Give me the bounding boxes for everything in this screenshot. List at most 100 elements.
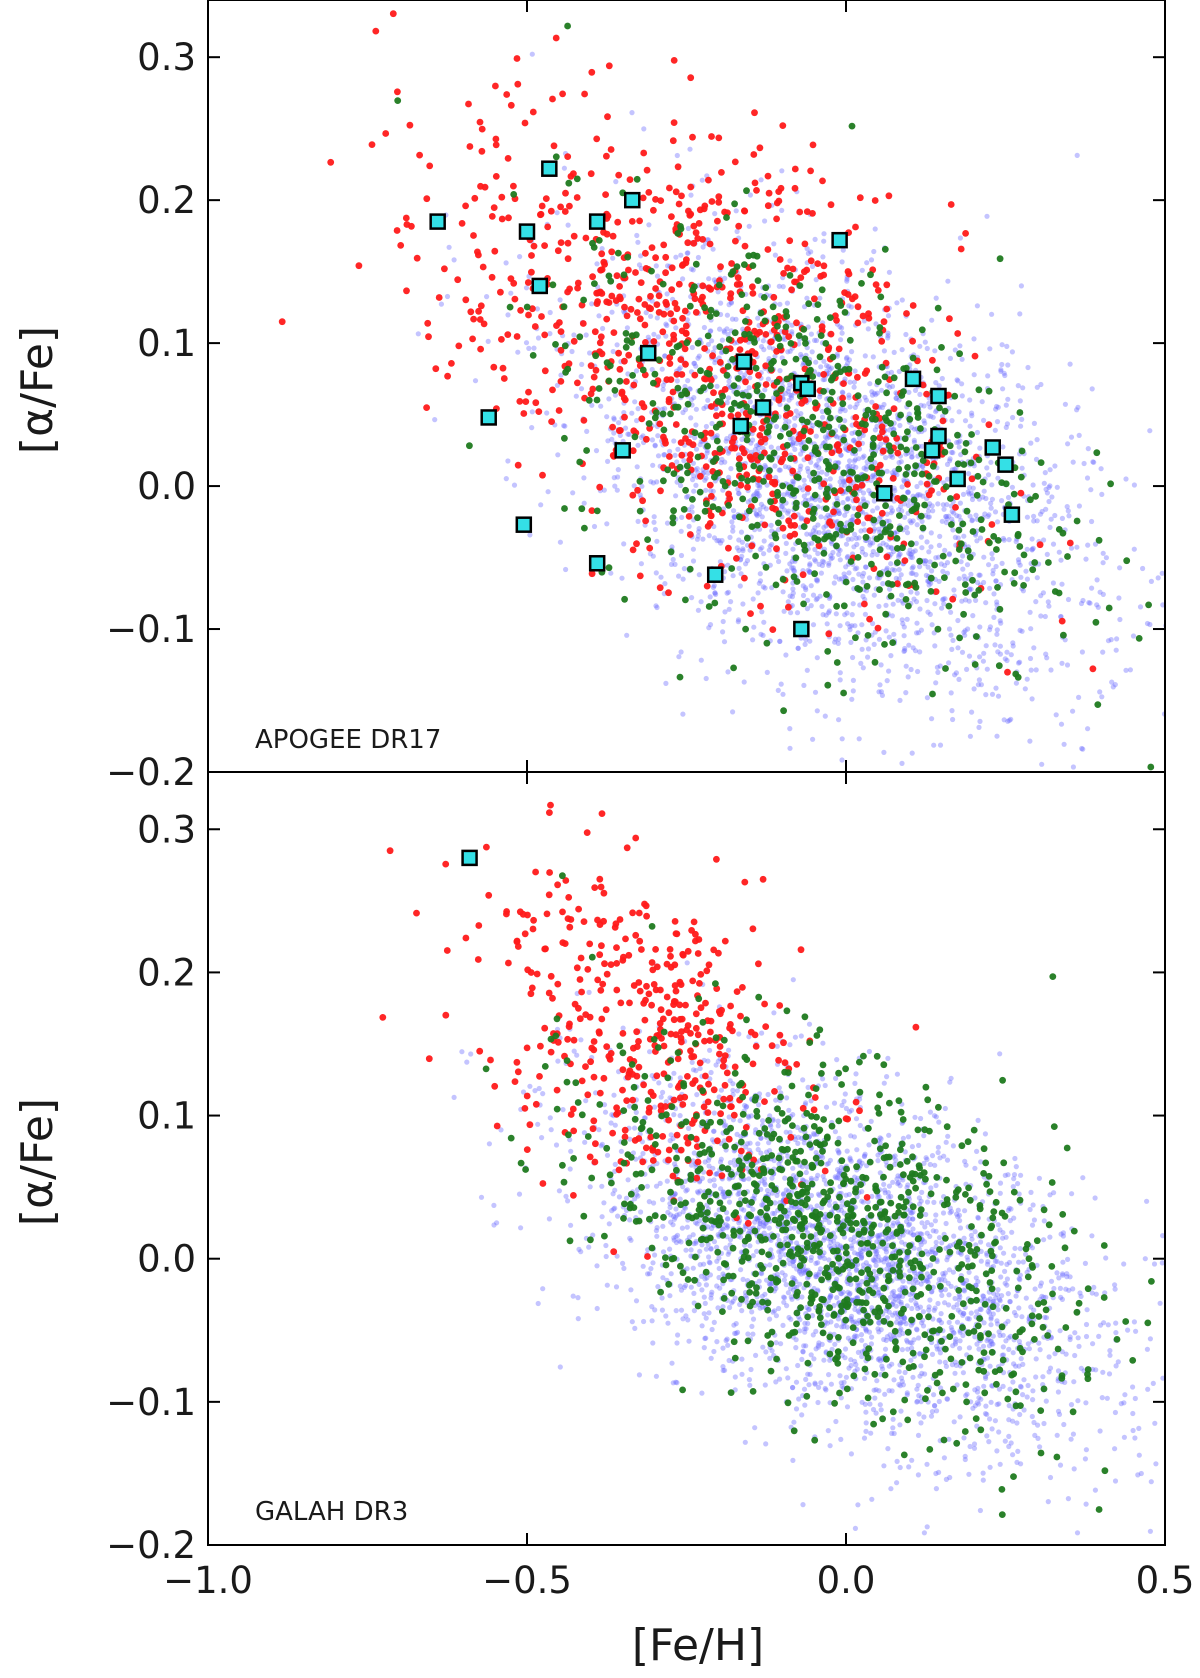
point-blue <box>730 524 736 530</box>
point-red <box>889 474 897 482</box>
point-blue <box>968 586 974 592</box>
point-blue <box>965 779 970 784</box>
point-blue <box>779 168 785 174</box>
point-blue <box>931 742 937 748</box>
point-blue <box>821 358 827 364</box>
point-red <box>779 524 787 532</box>
point-blue <box>949 1362 956 1368</box>
point-green <box>681 427 689 435</box>
point-red <box>656 584 664 592</box>
point-blue <box>730 573 736 579</box>
point-blue <box>931 1392 937 1398</box>
point-blue <box>888 544 894 550</box>
point-blue <box>954 377 960 383</box>
x-axis-title: [Fe/H] <box>632 1620 764 1671</box>
point-blue <box>534 306 541 312</box>
point-blue <box>829 541 835 547</box>
point-blue <box>908 666 914 673</box>
highlight-point <box>984 439 1001 456</box>
point-blue <box>1043 506 1049 512</box>
point-blue <box>1027 609 1033 615</box>
point-blue <box>883 1337 889 1343</box>
point-blue <box>869 473 875 480</box>
point-blue <box>965 626 971 632</box>
point-blue <box>1047 467 1053 473</box>
point-blue <box>792 1034 799 1040</box>
point-green <box>763 639 771 647</box>
point-blue <box>1112 682 1118 688</box>
point-blue <box>836 510 843 517</box>
point-blue <box>885 330 891 336</box>
point-green <box>791 487 799 495</box>
point-blue <box>1100 649 1106 655</box>
point-blue <box>815 1399 821 1406</box>
point-blue <box>938 1277 945 1283</box>
point-blue <box>650 1340 656 1346</box>
point-blue <box>762 387 768 393</box>
point-blue <box>933 1212 939 1218</box>
point-red <box>814 260 822 267</box>
point-blue <box>785 510 791 516</box>
point-blue <box>878 662 884 668</box>
point-blue <box>1085 542 1091 548</box>
point-red <box>574 284 581 292</box>
point-blue <box>957 438 963 444</box>
point-blue <box>887 586 893 592</box>
point-blue <box>625 431 631 437</box>
point-red <box>820 262 828 270</box>
point-green <box>742 318 749 325</box>
point-blue <box>584 428 590 434</box>
y-tick-label: 0.2 <box>137 179 196 222</box>
point-green <box>805 359 812 367</box>
point-blue <box>1180 576 1185 581</box>
point-red <box>642 517 649 525</box>
point-blue <box>1135 794 1140 799</box>
point-blue <box>705 341 712 348</box>
point-blue <box>919 545 925 551</box>
point-blue <box>689 344 695 351</box>
point-blue <box>850 677 857 684</box>
point-blue <box>1002 1172 1008 1178</box>
point-red <box>588 570 596 578</box>
point-blue <box>726 606 732 612</box>
point-blue <box>794 610 801 616</box>
point-blue <box>1039 761 1045 767</box>
point-blue <box>930 414 936 420</box>
point-blue <box>744 558 751 564</box>
point-blue <box>948 609 954 615</box>
point-green <box>807 366 814 374</box>
point-blue <box>917 343 923 349</box>
point-blue <box>601 487 607 493</box>
point-red <box>957 245 965 253</box>
highlight-point <box>949 470 966 488</box>
point-blue <box>834 495 840 501</box>
point-blue <box>849 517 855 523</box>
point-blue <box>1079 649 1085 655</box>
point-blue <box>859 622 865 628</box>
point-blue <box>914 590 920 596</box>
point-green <box>564 22 571 30</box>
point-blue <box>885 333 891 339</box>
point-red <box>557 346 565 354</box>
point-blue <box>837 547 843 553</box>
point-blue <box>846 395 852 401</box>
point-blue <box>960 491 967 497</box>
point-red <box>426 162 434 170</box>
point-blue <box>995 1321 1001 1327</box>
point-red <box>748 542 756 550</box>
point-blue <box>1016 1338 1023 1345</box>
point-blue <box>762 462 768 469</box>
point-blue <box>980 1343 987 1349</box>
point-blue <box>696 1281 702 1287</box>
point-blue <box>1090 459 1096 465</box>
point-blue <box>849 623 855 629</box>
point-blue <box>997 643 1004 649</box>
point-green <box>735 375 742 382</box>
point-blue <box>999 560 1005 567</box>
point-red <box>528 268 535 276</box>
point-blue <box>846 570 852 576</box>
point-blue <box>587 1184 593 1190</box>
point-blue <box>699 1390 705 1396</box>
point-red <box>524 279 532 286</box>
point-blue <box>966 1345 973 1351</box>
